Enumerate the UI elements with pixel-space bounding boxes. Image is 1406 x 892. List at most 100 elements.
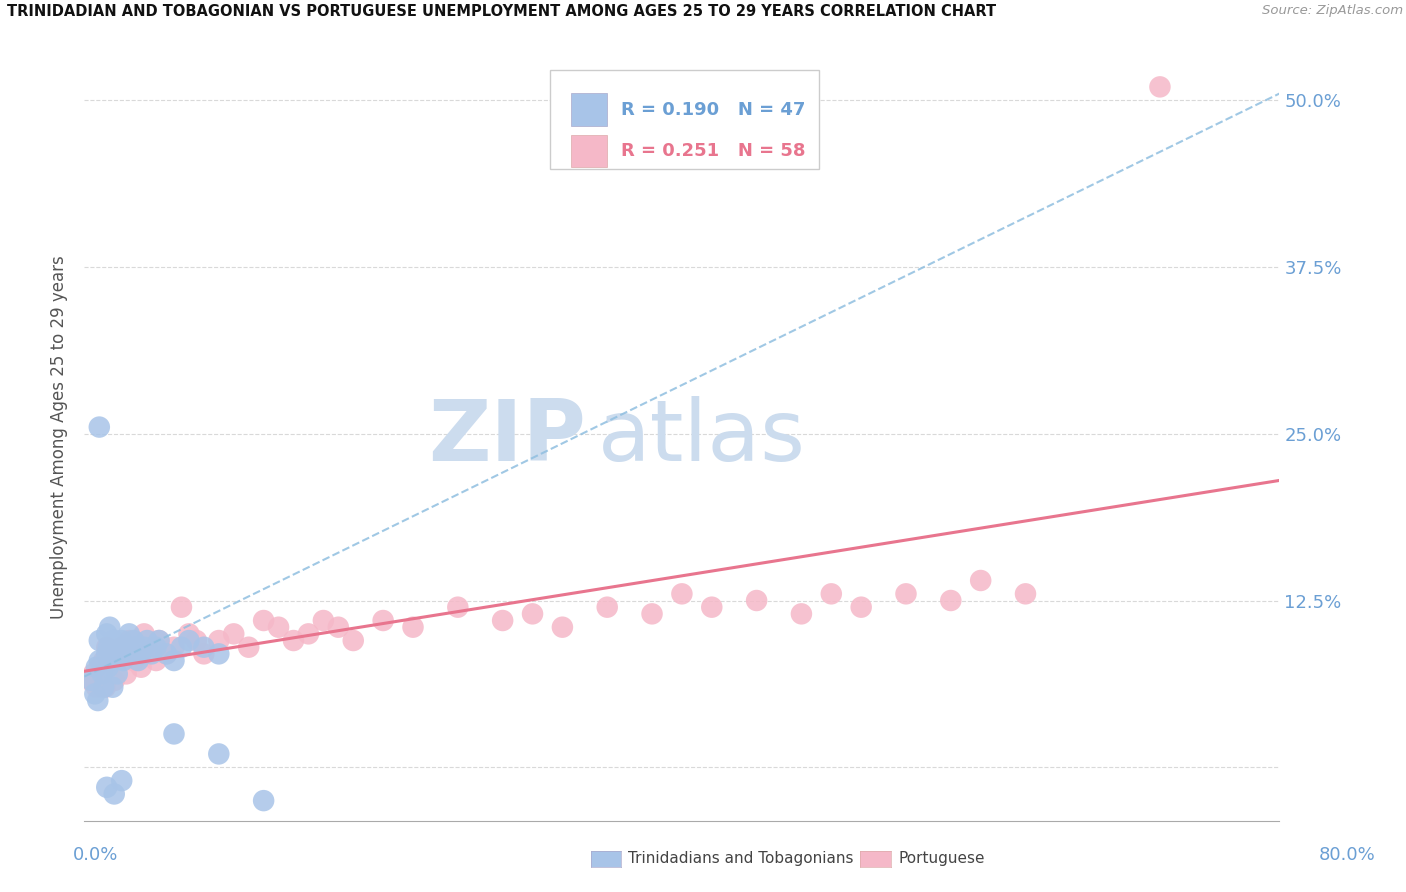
Text: R = 0.251   N = 58: R = 0.251 N = 58 [621, 142, 806, 160]
Ellipse shape [134, 624, 155, 645]
Ellipse shape [1015, 583, 1036, 605]
Ellipse shape [745, 590, 768, 611]
Bar [571, 94, 606, 126]
Ellipse shape [596, 597, 619, 618]
Ellipse shape [141, 643, 162, 665]
Ellipse shape [93, 676, 114, 698]
Ellipse shape [163, 649, 184, 672]
Ellipse shape [851, 597, 872, 618]
Ellipse shape [105, 643, 127, 665]
Ellipse shape [111, 630, 132, 651]
Ellipse shape [98, 616, 121, 638]
Ellipse shape [193, 643, 215, 665]
Ellipse shape [170, 597, 193, 618]
Ellipse shape [89, 649, 110, 672]
Ellipse shape [312, 610, 335, 632]
Ellipse shape [941, 590, 962, 611]
Text: Portuguese: Portuguese [898, 852, 986, 866]
Ellipse shape [1149, 76, 1171, 97]
Ellipse shape [163, 723, 184, 745]
Ellipse shape [128, 649, 149, 672]
Ellipse shape [127, 637, 148, 658]
Ellipse shape [103, 676, 124, 698]
Ellipse shape [111, 637, 132, 658]
Ellipse shape [156, 643, 177, 665]
Ellipse shape [131, 657, 152, 678]
Ellipse shape [145, 649, 167, 672]
Ellipse shape [91, 663, 112, 685]
Ellipse shape [104, 783, 125, 805]
Y-axis label: Unemployment Among Ages 25 to 29 years: Unemployment Among Ages 25 to 29 years [49, 255, 67, 619]
Ellipse shape [122, 630, 145, 651]
Ellipse shape [224, 624, 245, 645]
Ellipse shape [108, 637, 129, 658]
Ellipse shape [134, 637, 155, 658]
Ellipse shape [97, 657, 120, 678]
Ellipse shape [86, 676, 107, 698]
Ellipse shape [118, 630, 141, 651]
Ellipse shape [138, 643, 159, 665]
Ellipse shape [118, 624, 141, 645]
Ellipse shape [96, 637, 118, 658]
Ellipse shape [104, 630, 125, 651]
Ellipse shape [267, 616, 290, 638]
Ellipse shape [148, 630, 170, 651]
Ellipse shape [148, 630, 170, 651]
Ellipse shape [107, 643, 128, 665]
Ellipse shape [97, 637, 120, 658]
Ellipse shape [100, 649, 122, 672]
Text: Source: ZipAtlas.com: Source: ZipAtlas.com [1263, 4, 1403, 18]
Ellipse shape [170, 637, 193, 658]
Text: R = 0.190   N = 47: R = 0.190 N = 47 [621, 101, 806, 119]
Ellipse shape [492, 610, 513, 632]
Ellipse shape [96, 624, 118, 645]
Ellipse shape [551, 616, 574, 638]
Ellipse shape [896, 583, 917, 605]
Text: TRINIDADIAN AND TOBAGONIAN VS PORTUGUESE UNEMPLOYMENT AMONG AGES 25 TO 29 YEARS : TRINIDADIAN AND TOBAGONIAN VS PORTUGUESE… [7, 4, 997, 20]
Ellipse shape [121, 643, 143, 665]
Ellipse shape [131, 643, 152, 665]
Ellipse shape [115, 663, 136, 685]
Ellipse shape [163, 637, 184, 658]
Ellipse shape [96, 777, 118, 798]
Text: atlas: atlas [599, 395, 806, 479]
Ellipse shape [112, 649, 134, 672]
Ellipse shape [111, 770, 132, 791]
Ellipse shape [373, 610, 394, 632]
Ellipse shape [970, 570, 991, 591]
Ellipse shape [82, 670, 103, 691]
Ellipse shape [84, 683, 105, 705]
Ellipse shape [89, 630, 110, 651]
Ellipse shape [80, 670, 101, 691]
Ellipse shape [821, 583, 842, 605]
Text: ZIP: ZIP [429, 395, 586, 479]
Ellipse shape [343, 630, 364, 651]
Ellipse shape [179, 630, 200, 651]
Text: 0.0%: 0.0% [73, 846, 118, 863]
Ellipse shape [104, 670, 125, 691]
Ellipse shape [83, 663, 104, 685]
Ellipse shape [141, 637, 162, 658]
Ellipse shape [93, 649, 114, 672]
Ellipse shape [89, 657, 110, 678]
Ellipse shape [86, 657, 107, 678]
Ellipse shape [208, 643, 229, 665]
Ellipse shape [702, 597, 723, 618]
FancyBboxPatch shape [551, 70, 820, 169]
Ellipse shape [208, 743, 229, 764]
Ellipse shape [298, 624, 319, 645]
Ellipse shape [87, 690, 108, 711]
Ellipse shape [127, 643, 148, 665]
Ellipse shape [179, 624, 200, 645]
Ellipse shape [100, 649, 122, 672]
Ellipse shape [89, 417, 110, 438]
Ellipse shape [447, 597, 468, 618]
Ellipse shape [145, 637, 167, 658]
Ellipse shape [253, 610, 274, 632]
Ellipse shape [208, 630, 229, 651]
Ellipse shape [97, 657, 120, 678]
Ellipse shape [91, 670, 112, 691]
Ellipse shape [283, 630, 304, 651]
Ellipse shape [238, 637, 260, 658]
Ellipse shape [96, 643, 118, 665]
